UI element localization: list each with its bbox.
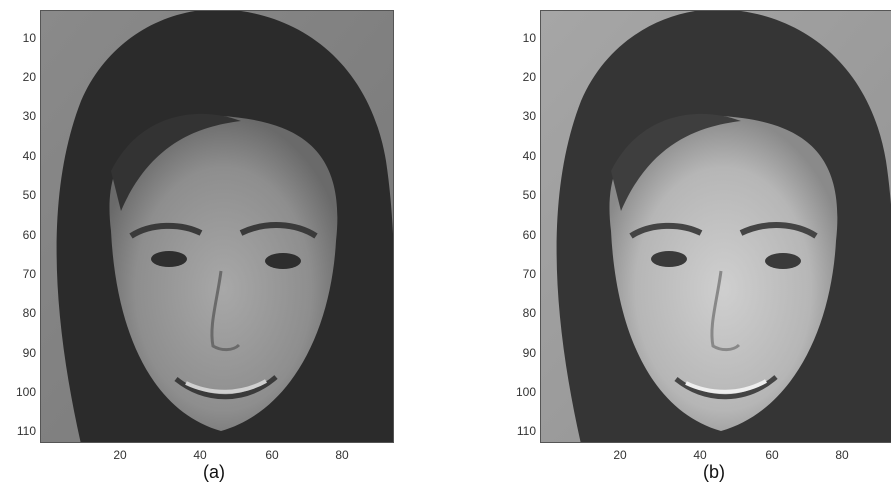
y-tick-label: 20 (22, 70, 36, 84)
figure-caption-b: (b) (703, 462, 725, 482)
y-tick-label: 40 (522, 149, 536, 163)
figure-panel-a: 10 20 30 40 50 60 70 80 90 100 110 20 40… (0, 0, 420, 491)
y-tick-label: 110 (516, 424, 536, 438)
face-illustration-b (541, 11, 891, 442)
y-tick-label: 20 (522, 70, 536, 84)
y-tick-label: 90 (22, 346, 36, 360)
y-tick-label: 70 (522, 267, 536, 281)
y-tick-label: 60 (22, 228, 36, 242)
y-tick-label: 30 (22, 109, 36, 123)
x-tick-label: 80 (335, 448, 349, 462)
x-tick-label: 40 (193, 448, 207, 462)
face-image-b (540, 10, 891, 443)
x-tick-label: 60 (265, 448, 279, 462)
figure-panel-b: 10 20 30 40 50 60 70 80 90 100 110 20 40… (500, 0, 891, 491)
y-tick-label: 30 (522, 109, 536, 123)
x-tick-label: 20 (113, 448, 127, 462)
figure-caption-a: (a) (203, 462, 225, 482)
y-tick-label: 100 (15, 385, 36, 399)
face-image-a (40, 10, 394, 443)
x-tick-label: 60 (765, 448, 779, 462)
y-tick-label: 50 (522, 188, 536, 202)
y-tick-label: 80 (522, 306, 536, 320)
y-tick-label: 10 (522, 31, 536, 45)
face-illustration-a (41, 11, 393, 442)
y-tick-label: 100 (515, 385, 536, 399)
x-tick-label: 80 (835, 448, 849, 462)
y-tick-label: 90 (522, 346, 536, 360)
y-tick-label: 50 (22, 188, 36, 202)
x-tick-label: 40 (693, 448, 707, 462)
y-tick-label: 60 (522, 228, 536, 242)
y-tick-label: 80 (22, 306, 36, 320)
y-tick-label: 70 (22, 267, 36, 281)
x-tick-label: 20 (613, 448, 627, 462)
y-tick-label: 110 (16, 424, 36, 438)
y-tick-label: 10 (22, 31, 36, 45)
y-tick-label: 40 (22, 149, 36, 163)
